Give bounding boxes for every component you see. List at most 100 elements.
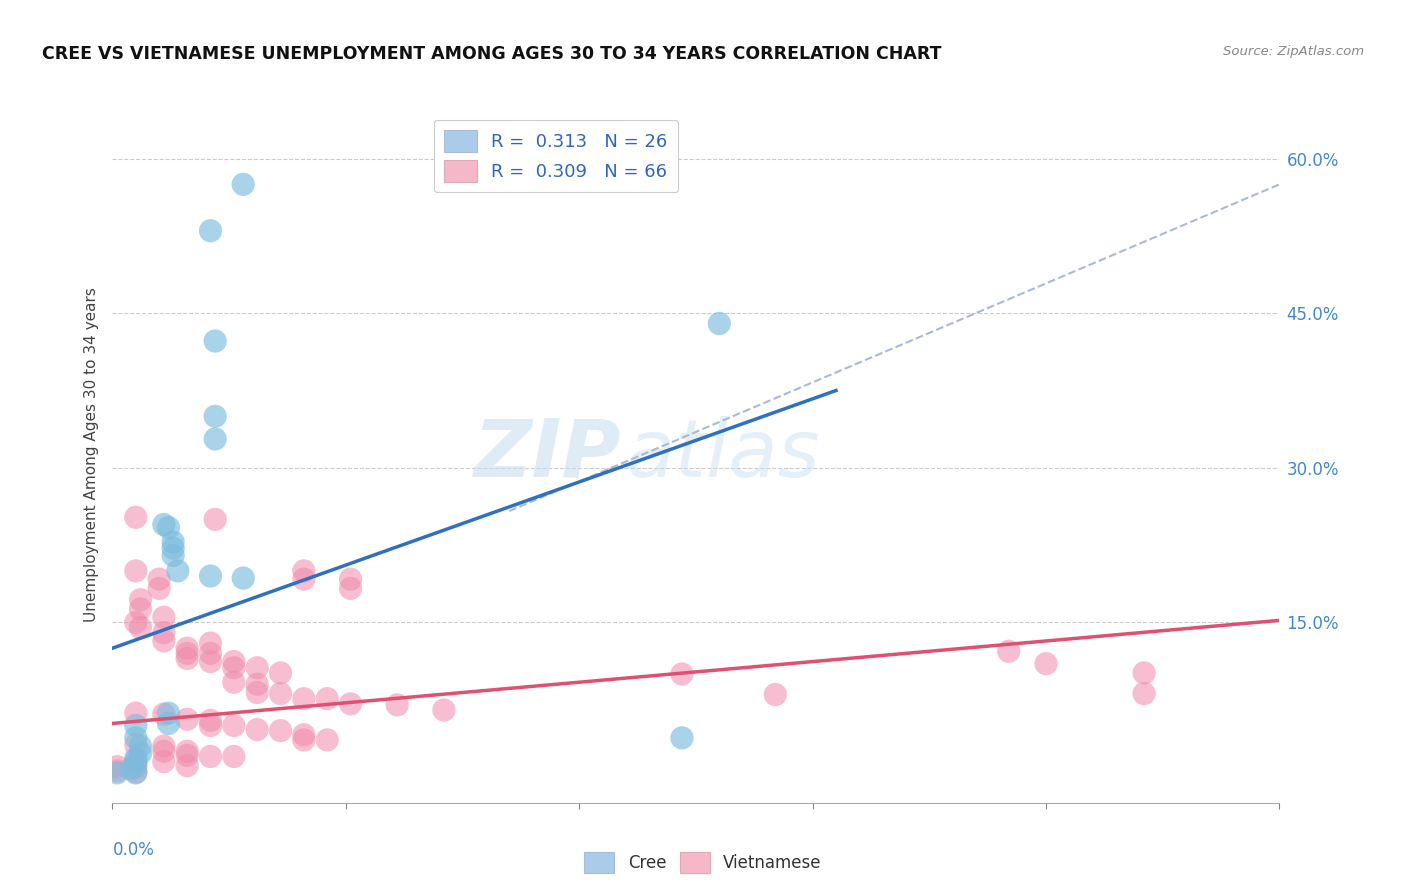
Point [125,731,148,745]
Point [129,621,152,635]
Point [246,723,269,737]
Point [204,409,226,424]
Point [292,564,315,578]
Point [129,747,152,761]
Point [316,733,339,747]
Point [292,691,315,706]
Point [105,765,128,780]
Point [176,748,198,763]
Point [200,714,222,728]
Point [292,572,315,586]
Point [129,592,152,607]
Point [387,698,409,712]
Point [200,718,222,732]
Point [1133,665,1156,680]
Point [125,751,148,765]
Point [176,712,198,726]
Point [176,641,198,656]
Legend: R =  0.313   N = 26, R =  0.309   N = 66: R = 0.313 N = 26, R = 0.309 N = 66 [433,120,678,193]
Point [125,510,148,524]
Point [162,549,184,563]
Point [316,691,339,706]
Point [148,572,170,586]
Point [200,646,222,660]
Point [200,224,222,238]
Point [157,706,180,720]
Point [204,432,226,446]
Point [157,520,180,534]
Point [200,655,222,669]
Text: ZIP: ZIP [472,416,620,494]
Point [763,688,786,702]
Text: CREE VS VIETNAMESE UNEMPLOYMENT AMONG AGES 30 TO 34 YEARS CORRELATION CHART: CREE VS VIETNAMESE UNEMPLOYMENT AMONG AG… [42,45,942,62]
Point [671,731,693,745]
Point [125,718,148,732]
Point [105,764,128,778]
Point [292,728,315,742]
Text: 0.0%: 0.0% [112,841,155,859]
Point [157,716,180,731]
Point [292,733,315,747]
Point [162,541,184,556]
Point [125,756,148,771]
Point [148,582,170,596]
Point [204,512,226,526]
Point [339,572,361,586]
Point [1035,657,1057,671]
Point [153,517,176,532]
Point [222,675,245,690]
Point [204,334,226,348]
Point [176,758,198,772]
Point [222,661,245,675]
Point [176,651,198,665]
Point [222,749,245,764]
Point [1133,687,1156,701]
Point [246,661,269,675]
Legend: Cree, Vietnamese: Cree, Vietnamese [578,846,828,880]
Point [153,744,176,758]
Point [176,646,198,660]
Point [222,718,245,732]
Point [125,738,148,752]
Point [105,760,128,774]
Point [125,764,148,779]
Point [162,535,184,549]
Point [129,739,152,753]
Point [997,644,1019,658]
Point [125,706,148,720]
Point [129,602,152,616]
Point [166,564,188,578]
Point [153,755,176,769]
Point [270,723,292,738]
Point [246,685,269,699]
Point [433,703,456,717]
Point [120,762,142,776]
Point [270,665,292,680]
Text: Source: ZipAtlas.com: Source: ZipAtlas.com [1223,45,1364,58]
Point [153,707,176,722]
Point [125,754,148,768]
Point [153,625,176,640]
Point [125,615,148,630]
Point [222,655,245,669]
Point [246,677,269,691]
Point [200,569,222,583]
Y-axis label: Unemployment Among Ages 30 to 34 years: Unemployment Among Ages 30 to 34 years [83,287,98,623]
Point [125,765,148,780]
Point [200,749,222,764]
Point [125,760,148,774]
Point [339,697,361,711]
Point [176,744,198,758]
Point [232,571,254,585]
Point [153,739,176,753]
Point [200,636,222,650]
Point [339,582,361,596]
Point [709,317,731,331]
Point [671,667,693,681]
Text: atlas: atlas [626,416,821,494]
Point [153,610,176,624]
Point [125,564,148,578]
Point [232,178,254,192]
Point [270,687,292,701]
Point [153,634,176,648]
